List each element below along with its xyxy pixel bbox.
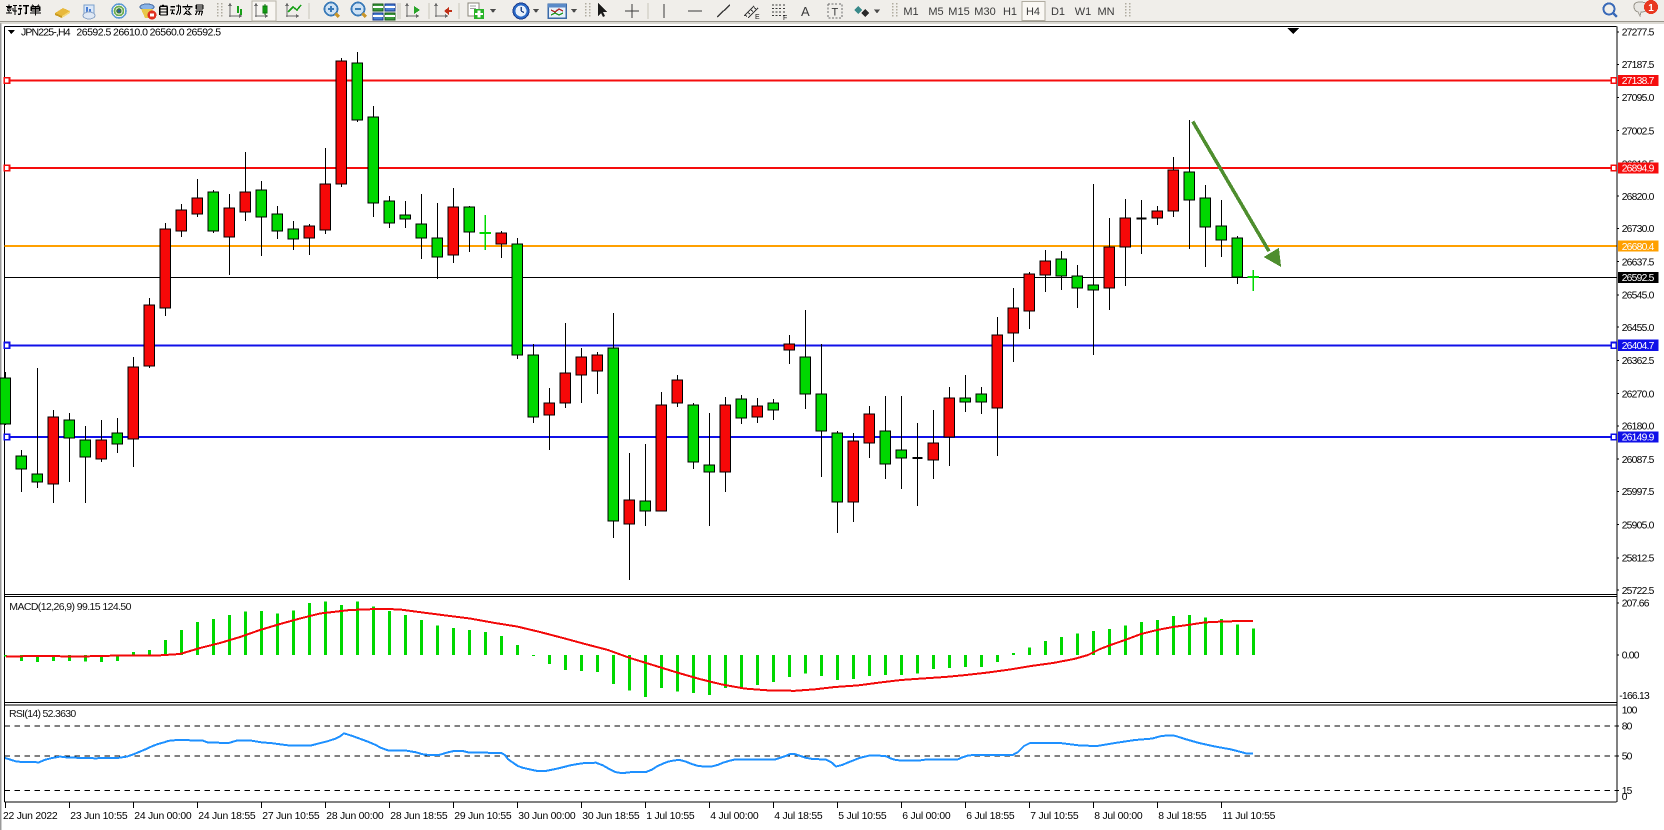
- svg-text:27138.7: 27138.7: [1622, 76, 1655, 87]
- svg-text:25812.5: 25812.5: [1622, 554, 1655, 565]
- svg-text:5 Jul 10:55: 5 Jul 10:55: [838, 811, 887, 822]
- svg-text:11 Jul 10:55: 11 Jul 10:55: [1222, 811, 1275, 822]
- svg-text:28 Jun 18:55: 28 Jun 18:55: [390, 811, 448, 822]
- svg-text:A: A: [801, 4, 810, 19]
- svg-text:4 Jul 00:00: 4 Jul 00:00: [710, 811, 759, 822]
- svg-text:RSI(14) 52.3630: RSI(14) 52.3630: [9, 708, 76, 720]
- svg-text:15: 15: [1622, 786, 1633, 797]
- svg-text:29 Jun 10:55: 29 Jun 10:55: [454, 811, 512, 822]
- svg-text:26592.5: 26592.5: [1622, 273, 1655, 284]
- svg-text:25997.5: 25997.5: [1622, 487, 1655, 498]
- svg-text:26560.0: 26560.0: [150, 27, 185, 39]
- svg-text:207.66: 207.66: [1622, 599, 1650, 610]
- svg-text:28 Jun 00:00: 28 Jun 00:00: [326, 811, 384, 822]
- svg-text:100: 100: [1622, 706, 1638, 717]
- svg-text:0: 0: [1622, 792, 1628, 803]
- svg-text:E: E: [755, 14, 760, 21]
- svg-text:27187.5: 27187.5: [1622, 60, 1655, 71]
- svg-text:F: F: [783, 15, 787, 22]
- svg-text:26592.5: 26592.5: [76, 27, 111, 39]
- svg-text:24 Jun 00:00: 24 Jun 00:00: [134, 811, 192, 822]
- svg-text:26545.0: 26545.0: [1622, 291, 1655, 302]
- svg-text:T: T: [832, 7, 839, 19]
- svg-text:W1: W1: [1075, 6, 1092, 18]
- svg-text:26730.0: 26730.0: [1622, 224, 1655, 235]
- svg-text:D1: D1: [1051, 6, 1065, 18]
- svg-text:23 Jun 10:55: 23 Jun 10:55: [70, 811, 128, 822]
- svg-text:MACD(12,26,9) 99.15 124.50: MACD(12,26,9) 99.15 124.50: [9, 601, 131, 613]
- svg-text:26894.9: 26894.9: [1622, 164, 1655, 175]
- svg-text:26404.7: 26404.7: [1622, 341, 1655, 352]
- svg-text:26270.0: 26270.0: [1622, 389, 1655, 400]
- svg-text:50: 50: [1622, 752, 1633, 763]
- svg-text:25722.5: 25722.5: [1622, 586, 1655, 597]
- svg-text:-166.13: -166.13: [1619, 691, 1650, 702]
- svg-text:26180.0: 26180.0: [1622, 422, 1655, 433]
- svg-text:80: 80: [1622, 722, 1633, 733]
- svg-text:27095.0: 27095.0: [1622, 93, 1655, 104]
- svg-text:H1: H1: [1003, 6, 1017, 18]
- svg-text:6 Jul 18:55: 6 Jul 18:55: [966, 811, 1015, 822]
- svg-text:1: 1: [1648, 3, 1654, 14]
- svg-text:26637.5: 26637.5: [1622, 257, 1655, 268]
- svg-text:0.00: 0.00: [1622, 651, 1640, 662]
- svg-text:25905.0: 25905.0: [1622, 520, 1655, 531]
- svg-text:1 Jul 10:55: 1 Jul 10:55: [646, 811, 695, 822]
- svg-text:27277.5: 27277.5: [1622, 28, 1655, 39]
- svg-text:8 Jul 18:55: 8 Jul 18:55: [1158, 811, 1207, 822]
- svg-text:JPN225-,H4: JPN225-,H4: [21, 27, 71, 39]
- svg-text:22 Jun 2022: 22 Jun 2022: [3, 811, 58, 822]
- svg-text:30 Jun 18:55: 30 Jun 18:55: [582, 811, 640, 822]
- svg-text:26610.0: 26610.0: [113, 27, 148, 39]
- svg-text:30 Jun 00:00: 30 Jun 00:00: [518, 811, 576, 822]
- svg-text:MN: MN: [1097, 6, 1114, 18]
- svg-text:26087.5: 26087.5: [1622, 455, 1655, 466]
- svg-text:27002.5: 27002.5: [1622, 126, 1655, 137]
- svg-text:H4: H4: [1026, 6, 1040, 18]
- svg-text:26149.9: 26149.9: [1622, 433, 1655, 444]
- svg-text:8 Jul 00:00: 8 Jul 00:00: [1094, 811, 1143, 822]
- svg-text:7 Jul 10:55: 7 Jul 10:55: [1030, 811, 1079, 822]
- svg-text:26820.0: 26820.0: [1622, 192, 1655, 203]
- svg-text:24 Jun 18:55: 24 Jun 18:55: [198, 811, 256, 822]
- svg-text:6 Jul 00:00: 6 Jul 00:00: [902, 811, 951, 822]
- svg-text:M15: M15: [948, 6, 969, 18]
- svg-text:26592.5: 26592.5: [186, 27, 221, 39]
- svg-text:M30: M30: [974, 6, 995, 18]
- svg-text:M5: M5: [928, 6, 943, 18]
- svg-text:4 Jul 18:55: 4 Jul 18:55: [774, 811, 823, 822]
- svg-text:26680.4: 26680.4: [1622, 242, 1655, 253]
- svg-text:26362.5: 26362.5: [1622, 356, 1655, 367]
- svg-text:26455.0: 26455.0: [1622, 323, 1655, 334]
- svg-text:27 Jun 10:55: 27 Jun 10:55: [262, 811, 320, 822]
- svg-text:M1: M1: [903, 6, 918, 18]
